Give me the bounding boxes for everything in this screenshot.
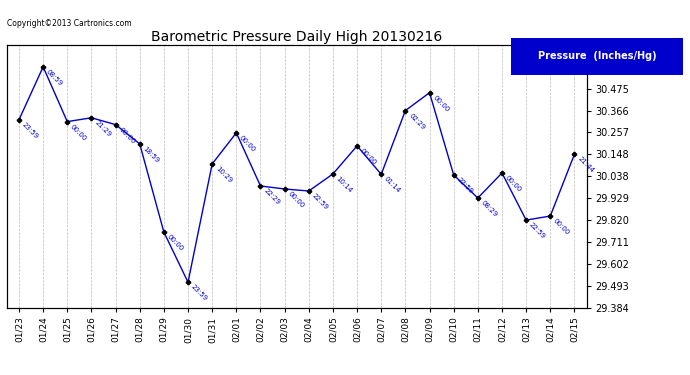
Text: 00:00: 00:00 (431, 94, 450, 113)
Text: 18:59: 18:59 (141, 146, 160, 164)
Text: 10:29: 10:29 (214, 165, 233, 184)
Text: 22:29: 22:29 (262, 188, 281, 206)
Text: 23:59: 23:59 (21, 122, 39, 140)
Text: 00:00: 00:00 (166, 234, 184, 252)
Text: 00:00: 00:00 (359, 147, 377, 166)
Text: 21:44: 21:44 (576, 156, 595, 174)
Text: 00:00: 00:00 (69, 123, 88, 142)
Text: 00:00: 00:00 (286, 190, 305, 209)
Text: 00:00: 00:00 (552, 217, 571, 236)
Text: 22:59: 22:59 (310, 193, 329, 211)
Text: 00:00: 00:00 (117, 126, 136, 145)
Text: 23:59: 23:59 (190, 284, 208, 302)
Text: 00:00: 00:00 (504, 174, 522, 193)
Text: 22:59: 22:59 (528, 222, 546, 240)
Text: 01:14: 01:14 (383, 176, 402, 195)
Text: 02:29: 02:29 (407, 112, 426, 130)
Text: 08:59: 08:59 (45, 69, 63, 87)
Text: Pressure  (Inches/Hg): Pressure (Inches/Hg) (538, 51, 656, 61)
Title: Barometric Pressure Daily High 20130216: Barometric Pressure Daily High 20130216 (151, 30, 442, 44)
Text: Copyright©2013 Cartronics.com: Copyright©2013 Cartronics.com (7, 19, 132, 28)
Text: 10:14: 10:14 (335, 176, 353, 194)
Text: 22:59: 22:59 (455, 177, 474, 195)
Text: 08:29: 08:29 (480, 200, 498, 218)
Text: 00:00: 00:00 (238, 135, 257, 153)
Text: 21:29: 21:29 (93, 119, 112, 138)
